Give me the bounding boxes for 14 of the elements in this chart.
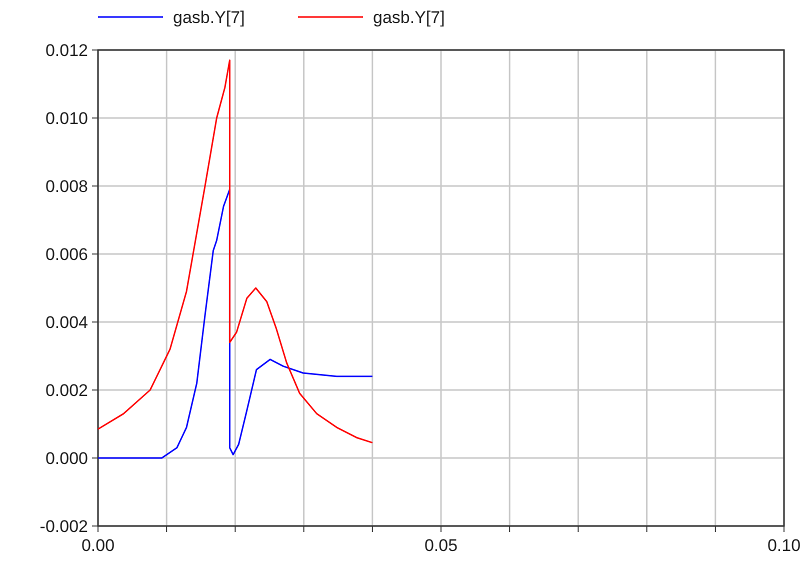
y-tick-label: 0.012 — [45, 41, 88, 60]
y-tick-label: 0.008 — [45, 177, 88, 196]
y-tick-label: -0.002 — [40, 517, 88, 536]
y-tick-label: 0.006 — [45, 245, 88, 264]
legend-label: gasb.Y[7] — [373, 8, 445, 27]
x-tick-label: 0.10 — [767, 536, 801, 555]
x-tick-label: 0.00 — [81, 536, 115, 555]
line-series — [97, 59, 374, 444]
y-tick-label: 0.010 — [45, 109, 88, 128]
y-tick-label: 0.000 — [45, 449, 88, 468]
legend-label: gasb.Y[7] — [173, 8, 245, 27]
x-tick-label: 0.05 — [424, 536, 458, 555]
y-tick-label: 0.002 — [45, 381, 88, 400]
y-tick-label: 0.004 — [45, 313, 88, 332]
